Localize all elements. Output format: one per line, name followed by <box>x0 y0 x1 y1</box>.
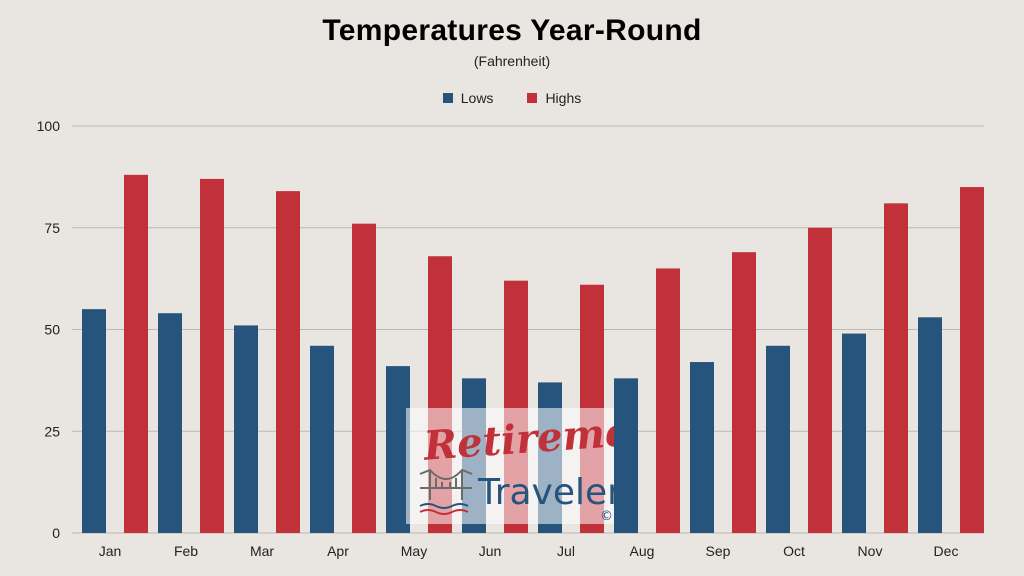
x-tick-label: Apr <box>327 543 349 559</box>
y-tick-label: 100 <box>37 118 61 134</box>
legend: Lows Highs <box>0 90 1024 106</box>
bar-lows-feb <box>158 313 182 533</box>
x-tick-label: Jun <box>479 543 502 559</box>
legend-swatch-highs <box>527 93 538 103</box>
bar-highs-dec <box>960 187 984 534</box>
bars <box>82 174 984 534</box>
x-tick-label: Jul <box>557 543 575 559</box>
x-tick-label: Sep <box>706 543 731 559</box>
axis-labels: 0 25 50 75 100 Jan Feb Mar Apr May Jun Jul Aug Sep Oct… <box>37 118 959 559</box>
legend-item-highs: Highs <box>527 90 581 106</box>
chart-subtitle: (Fahrenheit) <box>473 53 551 69</box>
bar-lows-jan <box>82 309 106 533</box>
watermark-line2: Travelers <box>477 472 614 513</box>
bar-lows-oct <box>766 345 790 533</box>
bar-lows-dec <box>918 317 942 533</box>
bar-highs-feb <box>200 178 224 533</box>
bar-lows-mar <box>234 325 258 533</box>
legend-swatch-lows <box>442 93 453 103</box>
x-tick-label: Jan <box>99 543 122 559</box>
x-tick-label: Dec <box>934 543 959 559</box>
x-tick-label: Aug <box>630 543 655 559</box>
y-tick-label: 50 <box>44 322 60 338</box>
bar-highs-mar <box>276 191 300 533</box>
x-tick-label: May <box>401 543 427 559</box>
bar-lows-nov <box>842 333 866 533</box>
legend-label-highs: Highs <box>545 90 582 106</box>
x-tick-label: Oct <box>783 543 805 559</box>
bar-highs-nov <box>884 203 908 533</box>
bar-highs-sep <box>732 252 756 534</box>
chart-title: Temperatures Year-Round <box>322 14 702 47</box>
y-tick-label: 75 <box>44 220 60 236</box>
legend-label-lows: Lows <box>460 90 494 106</box>
x-tick-label: Mar <box>250 543 274 559</box>
x-tick-label: Feb <box>174 543 198 559</box>
bridge-icon <box>419 468 473 515</box>
legend-item-lows: Lows <box>442 90 494 106</box>
bar-highs-jan <box>124 174 148 533</box>
y-tick-label: 25 <box>44 423 60 439</box>
watermark-copyright: © <box>600 509 613 524</box>
bar-lows-aug <box>614 378 638 533</box>
bar-lows-apr <box>310 345 334 533</box>
bar-highs-apr <box>352 223 376 533</box>
watermark-line1: Retirement <box>421 408 614 470</box>
bar-lows-sep <box>690 362 714 533</box>
bar-highs-aug <box>656 268 680 533</box>
bar-highs-oct <box>808 227 832 533</box>
watermark-art: Retirement Travelers © <box>419 405 680 524</box>
watermark-logo: Retirement Travelers © <box>406 405 680 524</box>
y-tick-label: 0 <box>52 525 60 541</box>
x-tick-label: Nov <box>858 543 883 559</box>
